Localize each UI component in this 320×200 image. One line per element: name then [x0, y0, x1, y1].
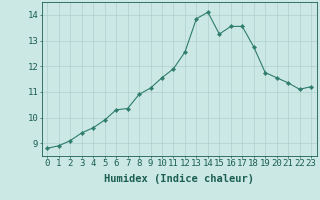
X-axis label: Humidex (Indice chaleur): Humidex (Indice chaleur): [104, 174, 254, 184]
